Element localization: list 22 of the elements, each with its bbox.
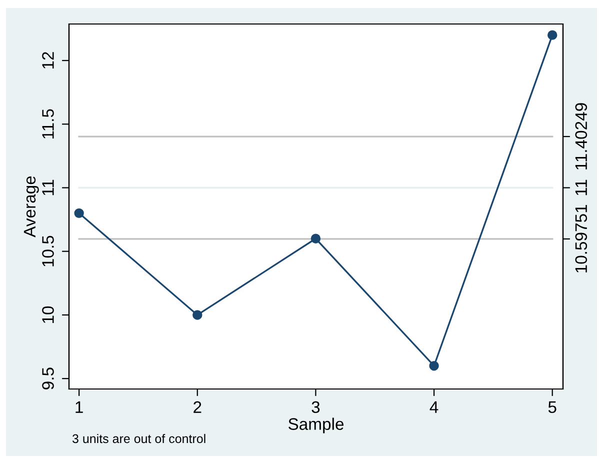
point (74, 208, 84, 218)
x-tick-label: 4 (430, 401, 438, 413)
point (547, 30, 558, 40)
x-axis-title: Sample (288, 418, 344, 434)
y-tick-label: 11.5 (42, 109, 54, 138)
y2-tick-label: 10.59751 (575, 204, 588, 272)
point (429, 360, 439, 371)
x-tick-label: 5 (548, 401, 556, 414)
y-tick-label: 10 (42, 306, 54, 323)
x-tick-label: 2 (194, 401, 202, 413)
y2-tick-label: 11 (575, 180, 587, 196)
y2-tick-label: 11.40249 (575, 103, 588, 170)
y-tick-label: 10.5 (42, 236, 54, 266)
y-tick-label: 9.5 (42, 368, 54, 390)
y-tick-label: 11 (42, 180, 54, 196)
point (192, 310, 202, 320)
point (310, 234, 321, 244)
y-axis-title: Average (24, 176, 39, 238)
x-tick-label: 1 (76, 401, 83, 413)
x-tick-label: 3 (312, 401, 320, 414)
y-tick-label: 12 (42, 52, 54, 69)
text: 3 units are out of control (72, 434, 206, 444)
